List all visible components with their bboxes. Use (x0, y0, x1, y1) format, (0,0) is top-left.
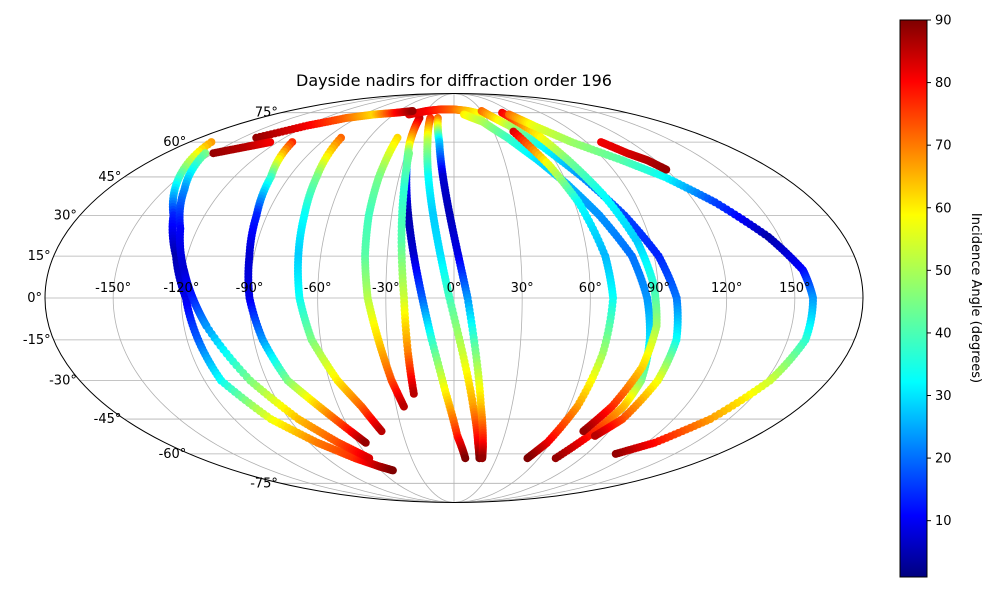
data-points (168, 105, 818, 475)
map-boundary (44, 93, 864, 503)
lon-tick-label: 120° (711, 281, 742, 296)
data-point (523, 454, 532, 463)
lon-tick-label: 0° (447, 281, 462, 296)
colorbar-tick-label: 10 (935, 514, 952, 529)
data-point (461, 454, 470, 463)
lat-tick-label: -15° (23, 333, 51, 348)
colorbar-tick-label: 40 (935, 326, 952, 341)
lat-tick-label: -45° (94, 412, 122, 427)
data-point (365, 454, 374, 463)
lat-tick-label: -75° (250, 476, 278, 491)
colorbar-label: Incidence Angle (degrees) (968, 213, 983, 383)
lon-tick-label: -150° (95, 281, 131, 296)
data-point (551, 454, 560, 463)
lat-tick-label: -30° (49, 374, 77, 389)
data-point (579, 427, 588, 436)
colorbar-tick-label: 20 (935, 452, 952, 467)
lon-tick-label: 150° (779, 281, 810, 296)
lat-tick-label: -60° (159, 447, 187, 462)
lat-tick-label: 60° (163, 135, 186, 150)
data-point (662, 165, 671, 174)
colorbar-tick-label: 30 (935, 389, 952, 404)
data-point (266, 138, 275, 147)
colorbar: 10 20 30 40 50 60 70 80 90 Incidence Angle (degr… (899, 14, 983, 578)
lon-tick-label: 90° (647, 281, 670, 296)
data-point (399, 402, 408, 411)
lat-tick-label: 0° (27, 291, 42, 306)
colorbar-tick-label: 90 (935, 14, 952, 29)
data-point (377, 427, 386, 436)
data-point (478, 454, 487, 463)
data-point (361, 438, 370, 447)
colorbar-tick-label: 70 (935, 139, 952, 154)
data-point (611, 449, 620, 458)
lon-tick-label: -120° (163, 281, 199, 296)
lon-tick-label: -60° (304, 281, 332, 296)
colorbar-gradient (899, 19, 928, 578)
colorbar-tick-label: 60 (935, 201, 952, 216)
lon-tick-label: -90° (236, 281, 264, 296)
data-point (408, 107, 417, 116)
lat-tick-label: 75° (255, 106, 278, 121)
lon-tick-label: -30° (372, 281, 400, 296)
lon-tick-label: 60° (579, 281, 602, 296)
data-point (409, 389, 418, 398)
data-point (590, 431, 599, 440)
lat-tick-label: 30° (54, 208, 77, 223)
lon-tick-label: 30° (511, 281, 534, 296)
data-point (388, 466, 397, 475)
axis-ticks: -150° -120° -90° -60° -30° 0° 30° 60° 90° 120° 150… (23, 106, 811, 492)
lat-tick-label: 15° (28, 249, 51, 264)
map-grid (45, 93, 863, 503)
colorbar-ticks: 10 20 30 40 50 60 70 80 90 (927, 14, 952, 529)
lat-tick-label: 45° (98, 170, 121, 185)
colorbar-tick-label: 50 (935, 264, 952, 279)
colorbar-tick-label: 80 (935, 76, 952, 91)
chart-title: Dayside nadirs for diffraction order 196 (296, 71, 612, 90)
